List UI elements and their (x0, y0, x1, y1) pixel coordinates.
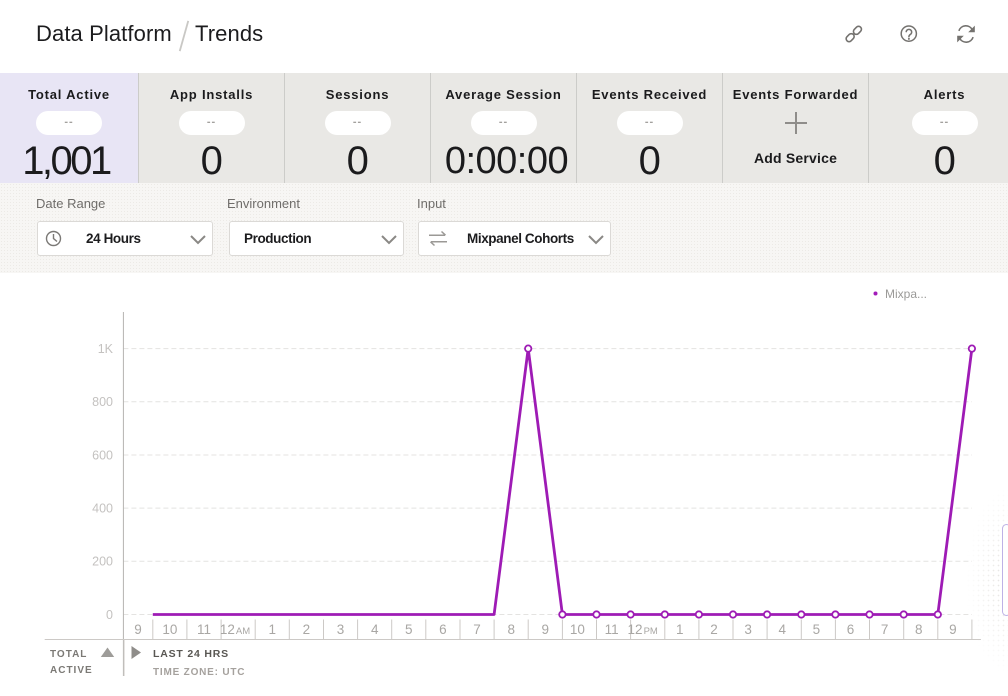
svg-text:TIME ZONE: UTC: TIME ZONE: UTC (153, 667, 245, 678)
svg-text:11: 11 (197, 622, 211, 637)
svg-text:0: 0 (106, 608, 113, 622)
svg-text:8: 8 (915, 622, 923, 637)
svg-text:1K: 1K (98, 342, 114, 356)
svg-text:8: 8 (507, 622, 515, 637)
svg-text:5: 5 (813, 622, 821, 637)
svg-text:10: 10 (162, 622, 177, 637)
svg-text:12AM: 12AM (220, 622, 250, 637)
svg-text:1: 1 (269, 622, 277, 637)
svg-text:4: 4 (371, 622, 379, 637)
svg-text:3: 3 (744, 622, 752, 637)
svg-text:2: 2 (303, 622, 311, 637)
svg-text:10: 10 (570, 622, 585, 637)
svg-text:1: 1 (676, 622, 684, 637)
svg-text:7: 7 (881, 622, 889, 637)
svg-text:Mixpa...: Mixpa... (885, 287, 927, 301)
svg-text:9: 9 (134, 622, 142, 637)
svg-text:5: 5 (405, 622, 413, 637)
svg-text:3: 3 (337, 622, 345, 637)
svg-text:TOTAL: TOTAL (50, 649, 87, 660)
svg-text:2: 2 (710, 622, 718, 637)
svg-text:7: 7 (473, 622, 481, 637)
svg-text:9: 9 (542, 622, 550, 637)
svg-text:800: 800 (92, 395, 113, 409)
svg-text:600: 600 (92, 448, 113, 462)
svg-text:ACTIVE: ACTIVE (50, 665, 93, 676)
svg-text:9: 9 (949, 622, 957, 637)
svg-text:11: 11 (605, 622, 619, 637)
svg-text:200: 200 (92, 555, 113, 569)
svg-text:4: 4 (778, 622, 786, 637)
svg-text:400: 400 (92, 502, 113, 516)
svg-text:6: 6 (439, 622, 447, 637)
svg-text:6: 6 (847, 622, 855, 637)
svg-text:12PM: 12PM (628, 622, 658, 637)
svg-text:LAST 24 HRS: LAST 24 HRS (153, 648, 229, 660)
